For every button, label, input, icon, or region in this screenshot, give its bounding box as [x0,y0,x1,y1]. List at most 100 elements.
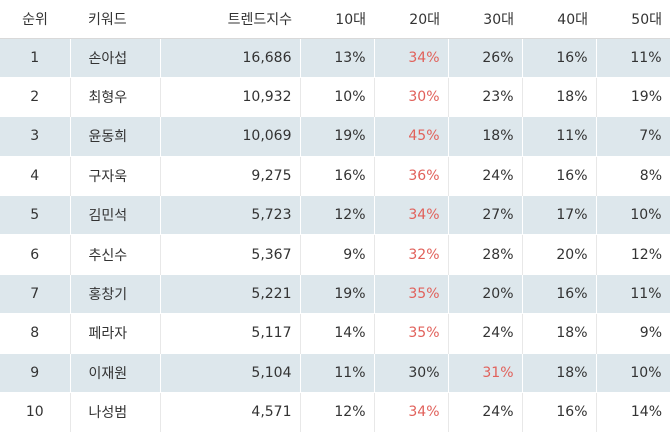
age-30s-cell: 20% [448,273,523,314]
age-50s-cell: 19% [596,76,670,117]
age-30s-cell: 27% [448,195,523,235]
age-50s-cell: 9% [596,313,670,354]
age-40s-cell: 16% [522,37,597,78]
age-30s-cell: 18% [448,116,523,157]
trend-index-cell: 16,686 [160,37,301,78]
rank-cell: 1 [0,37,71,78]
age-10s-cell: 14% [300,313,375,354]
age-30s-cell: 28% [448,234,523,275]
rank-cell: 6 [0,234,71,275]
age-50s-cell: 10% [596,352,670,393]
table-row[interactable]: 4 구자욱 9,275 16% 36% 24% 16% 8% [0,155,670,196]
age-40s-cell: 18% [522,352,597,393]
table-row[interactable]: 6 추신수 5,367 9% 32% 28% 20% 12% [0,234,670,275]
age-40s-cell: 16% [522,273,597,314]
trend-index-cell: 5,723 [160,195,301,235]
age-30s-cell: 23% [448,76,523,117]
age-10s-cell: 10% [300,76,375,117]
table-row[interactable]: 7 홍창기 5,221 19% 35% 20% 16% 11% [0,273,670,314]
age-30s-cell: 24% [448,155,523,196]
header-trend-index[interactable]: 트렌드지수 [160,0,300,39]
table-row[interactable]: 5 김민석 5,723 12% 34% 27% 17% 10% [0,195,670,235]
table-row[interactable]: 2 최형우 10,932 10% 30% 23% 18% 19% [0,76,670,117]
keyword-cell[interactable]: 구자욱 [70,155,161,196]
table-row[interactable]: 8 페라자 5,117 14% 35% 24% 18% 9% [0,313,670,354]
keyword-cell[interactable]: 김민석 [70,195,161,235]
trend-index-cell: 4,571 [160,392,301,432]
table-row[interactable]: 9 이재원 5,104 11% 30% 31% 18% 10% [0,352,670,393]
age-30s-cell: 24% [448,313,523,354]
header-age-10s[interactable]: 10대 [300,0,374,39]
rank-cell: 2 [0,76,71,117]
trend-index-cell: 5,104 [160,352,301,393]
age-30s-cell: 26% [448,37,523,78]
age-30s-cell: 31% [448,352,523,393]
header-keyword[interactable]: 키워드 [70,0,160,39]
age-40s-cell: 20% [522,234,597,275]
trend-index-cell: 10,932 [160,76,301,117]
header-age-20s[interactable]: 20대 [374,0,448,39]
age-30s-cell: 24% [448,392,523,432]
header-rank[interactable]: 순위 [0,0,70,39]
age-50s-cell: 12% [596,234,670,275]
age-40s-cell: 16% [522,155,597,196]
rank-cell: 3 [0,116,71,157]
rank-cell: 9 [0,352,71,393]
age-10s-cell: 12% [300,195,375,235]
age-10s-cell: 19% [300,273,375,314]
age-20s-cell: 34% [374,195,449,235]
age-10s-cell: 12% [300,392,375,432]
header-age-30s[interactable]: 30대 [448,0,522,39]
keyword-cell[interactable]: 손아섭 [70,37,161,78]
age-40s-cell: 16% [522,392,597,432]
table-header: 순위 키워드 트렌드지수 10대 20대 30대 40대 50대 [0,0,670,39]
table-row[interactable]: 1 손아섭 16,686 13% 34% 26% 16% 11% [0,37,670,78]
keyword-cell[interactable]: 추신수 [70,234,161,275]
age-10s-cell: 16% [300,155,375,196]
age-40s-cell: 18% [522,76,597,117]
age-20s-cell: 30% [374,76,449,117]
rank-cell: 7 [0,273,71,314]
trend-index-cell: 10,069 [160,116,301,157]
age-20s-cell: 36% [374,155,449,196]
keyword-cell[interactable]: 이재원 [70,352,161,393]
rank-cell: 8 [0,313,71,354]
keyword-cell[interactable]: 윤동희 [70,116,161,157]
age-40s-cell: 18% [522,313,597,354]
age-20s-cell: 32% [374,234,449,275]
age-50s-cell: 8% [596,155,670,196]
table-row[interactable]: 10 나성범 4,571 12% 34% 24% 16% 14% [0,392,670,432]
age-50s-cell: 10% [596,195,670,235]
age-20s-cell: 35% [374,273,449,314]
trend-index-cell: 5,117 [160,313,301,354]
age-50s-cell: 14% [596,392,670,432]
table-body: 1 손아섭 16,686 13% 34% 26% 16% 11% 2 최형우 1… [0,37,670,432]
age-50s-cell: 11% [596,37,670,78]
age-50s-cell: 7% [596,116,670,157]
rank-cell: 4 [0,155,71,196]
keyword-cell[interactable]: 페라자 [70,313,161,354]
age-10s-cell: 9% [300,234,375,275]
keyword-cell[interactable]: 최형우 [70,76,161,117]
age-20s-cell: 45% [374,116,449,157]
rank-cell: 5 [0,195,71,235]
trend-index-cell: 5,221 [160,273,301,314]
header-age-40s[interactable]: 40대 [522,0,596,39]
trend-index-cell: 9,275 [160,155,301,196]
header-row: 순위 키워드 트렌드지수 10대 20대 30대 40대 50대 [0,0,670,39]
table-row[interactable]: 3 윤동희 10,069 19% 45% 18% 11% 7% [0,116,670,157]
trend-index-cell: 5,367 [160,234,301,275]
header-age-50s[interactable]: 50대 [596,0,670,39]
age-10s-cell: 11% [300,352,375,393]
age-20s-cell: 30% [374,352,449,393]
rank-cell: 10 [0,392,71,432]
age-20s-cell: 34% [374,392,449,432]
keyword-cell[interactable]: 나성범 [70,392,161,432]
age-20s-cell: 34% [374,37,449,78]
keyword-cell[interactable]: 홍창기 [70,273,161,314]
age-10s-cell: 13% [300,37,375,78]
age-10s-cell: 19% [300,116,375,157]
age-40s-cell: 11% [522,116,597,157]
age-20s-cell: 35% [374,313,449,354]
